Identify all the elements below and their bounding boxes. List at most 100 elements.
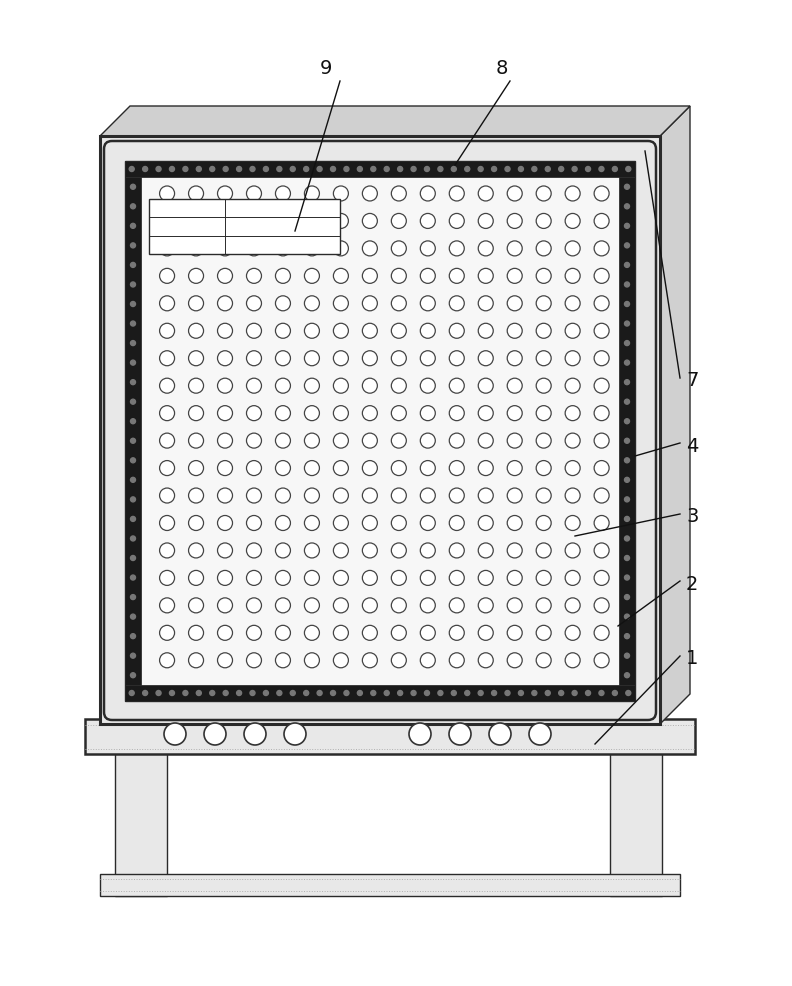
Circle shape [304,241,319,256]
Circle shape [391,543,406,558]
Circle shape [344,690,349,695]
Circle shape [625,419,630,424]
Circle shape [131,340,135,345]
Circle shape [478,268,493,283]
Circle shape [363,241,377,256]
Circle shape [507,625,522,640]
Bar [100,874,680,896]
Circle shape [625,595,630,599]
Circle shape [449,598,464,613]
Circle shape [156,690,161,695]
Circle shape [237,690,242,695]
Circle shape [492,690,497,695]
Circle shape [478,598,493,613]
Circle shape [519,690,524,695]
Circle shape [421,379,436,393]
Circle shape [565,571,581,586]
Circle shape [625,224,630,229]
Circle shape [536,213,551,229]
Circle shape [421,186,436,201]
Circle shape [625,282,630,287]
Circle shape [188,213,204,229]
Circle shape [304,516,319,530]
Circle shape [594,405,609,421]
Circle shape [277,690,282,695]
Circle shape [572,690,577,695]
Circle shape [391,323,406,338]
Circle shape [304,625,319,640]
Circle shape [246,186,261,201]
Circle shape [612,690,618,695]
Circle shape [159,571,174,586]
Circle shape [626,167,630,172]
Circle shape [585,690,591,695]
Circle shape [276,351,291,366]
Circle shape [131,575,135,580]
Circle shape [594,543,609,558]
Circle shape [303,690,309,695]
Circle shape [159,516,174,530]
Circle shape [304,405,319,421]
Circle shape [391,268,406,283]
Circle shape [131,243,135,247]
Circle shape [565,516,581,530]
Circle shape [246,379,261,393]
Circle shape [304,268,319,283]
Circle shape [507,213,522,229]
Circle shape [159,241,174,256]
Circle shape [451,167,456,172]
Circle shape [599,690,604,695]
Circle shape [304,598,319,613]
Circle shape [519,167,524,172]
Circle shape [507,268,522,283]
Circle shape [391,351,406,366]
Bar [619,177,635,685]
Circle shape [290,167,295,172]
Circle shape [507,351,522,366]
Circle shape [449,405,464,421]
Circle shape [218,460,233,475]
Circle shape [131,536,135,541]
Circle shape [284,723,306,745]
Circle shape [131,380,135,385]
Circle shape [159,268,174,283]
Circle shape [411,167,416,172]
Circle shape [210,167,215,172]
Circle shape [246,296,261,311]
Circle shape [131,634,135,639]
Bar [125,685,635,701]
Circle shape [276,241,291,256]
Circle shape [363,351,377,366]
Circle shape [188,433,204,448]
Circle shape [449,460,464,475]
Circle shape [246,516,261,530]
Circle shape [131,399,135,404]
Circle shape [143,167,147,172]
Circle shape [129,167,134,172]
Circle shape [478,571,493,586]
Circle shape [625,360,630,365]
Circle shape [449,186,464,201]
Circle shape [188,405,204,421]
Circle shape [246,268,261,283]
Circle shape [478,186,493,201]
Circle shape [409,723,431,745]
Circle shape [536,379,551,393]
Circle shape [246,488,261,503]
Circle shape [159,488,174,503]
Circle shape [391,516,406,530]
Bar [149,199,341,253]
Circle shape [344,167,349,172]
Circle shape [391,433,406,448]
Circle shape [391,405,406,421]
Circle shape [276,213,291,229]
Circle shape [183,167,188,172]
Circle shape [333,268,348,283]
Circle shape [371,167,375,172]
Circle shape [625,555,630,560]
Polygon shape [100,106,690,136]
Circle shape [565,351,581,366]
Circle shape [218,516,233,530]
Circle shape [218,241,233,256]
Circle shape [363,543,377,558]
